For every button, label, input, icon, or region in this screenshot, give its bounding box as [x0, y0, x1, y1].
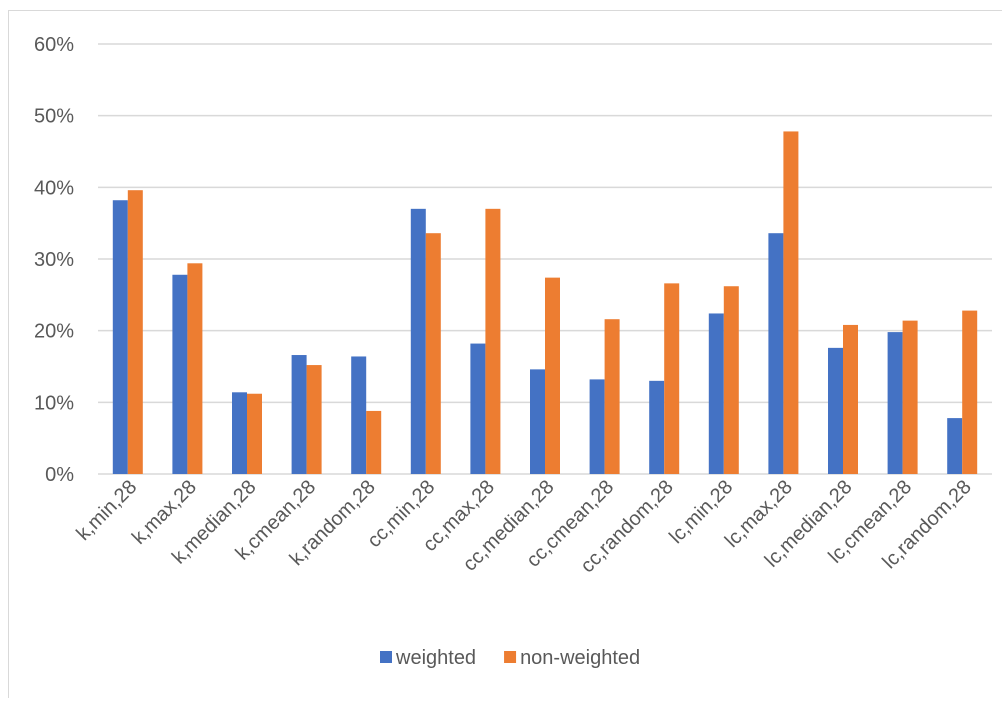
y-tick-label: 20% [34, 321, 74, 343]
bar-non-weighted [902, 320, 918, 474]
bar-non-weighted [604, 319, 620, 474]
bar-weighted [410, 208, 426, 475]
bar-weighted [589, 379, 605, 474]
bar-non-weighted [664, 283, 680, 474]
chart-area [8, 10, 1002, 698]
x-axis-tick-labels: k,min,28k,max,28k,median,28k,cmean,28k,r… [72, 476, 975, 577]
y-tick-label: 50% [34, 106, 74, 128]
bar-non-weighted [127, 190, 143, 474]
bar-weighted [470, 343, 486, 474]
legend-swatch [380, 651, 392, 663]
bar-non-weighted [723, 286, 739, 474]
bar-weighted [947, 418, 963, 474]
bar-weighted [768, 233, 784, 474]
bar-weighted [530, 369, 545, 474]
bar-non-weighted [247, 393, 262, 474]
y-tick-label: 0% [45, 464, 74, 486]
y-tick-label: 40% [34, 177, 74, 199]
bar-weighted [887, 332, 903, 474]
bar-weighted [232, 392, 247, 474]
bar-weighted [172, 274, 188, 474]
legend: weighted non-weighted [380, 647, 640, 669]
bar-weighted [112, 200, 128, 474]
bar-non-weighted [187, 263, 203, 474]
legend-label: non-weighted [520, 647, 640, 669]
y-tick-label: 10% [34, 392, 74, 414]
bar-non-weighted [366, 410, 382, 474]
bar-weighted [708, 313, 724, 474]
bar-non-weighted [545, 277, 560, 474]
bar-weighted [649, 380, 665, 474]
y-tick-label: 60% [34, 34, 74, 56]
y-axis-tick-labels: 0% 10% 20% 30% 40% 50% 60% [34, 34, 74, 486]
legend-swatch [504, 651, 517, 663]
bars [112, 131, 978, 475]
bar-non-weighted [962, 310, 978, 474]
bar-non-weighted [485, 208, 501, 475]
bar-non-weighted [306, 365, 322, 474]
bar-weighted [291, 355, 307, 474]
bar-non-weighted [425, 233, 441, 474]
bar-non-weighted [843, 324, 858, 474]
bar-weighted [828, 347, 843, 474]
bar-weighted [351, 356, 367, 474]
bar-non-weighted [783, 131, 799, 474]
y-tick-label: 30% [34, 249, 74, 271]
legend-label: weighted [395, 647, 476, 669]
